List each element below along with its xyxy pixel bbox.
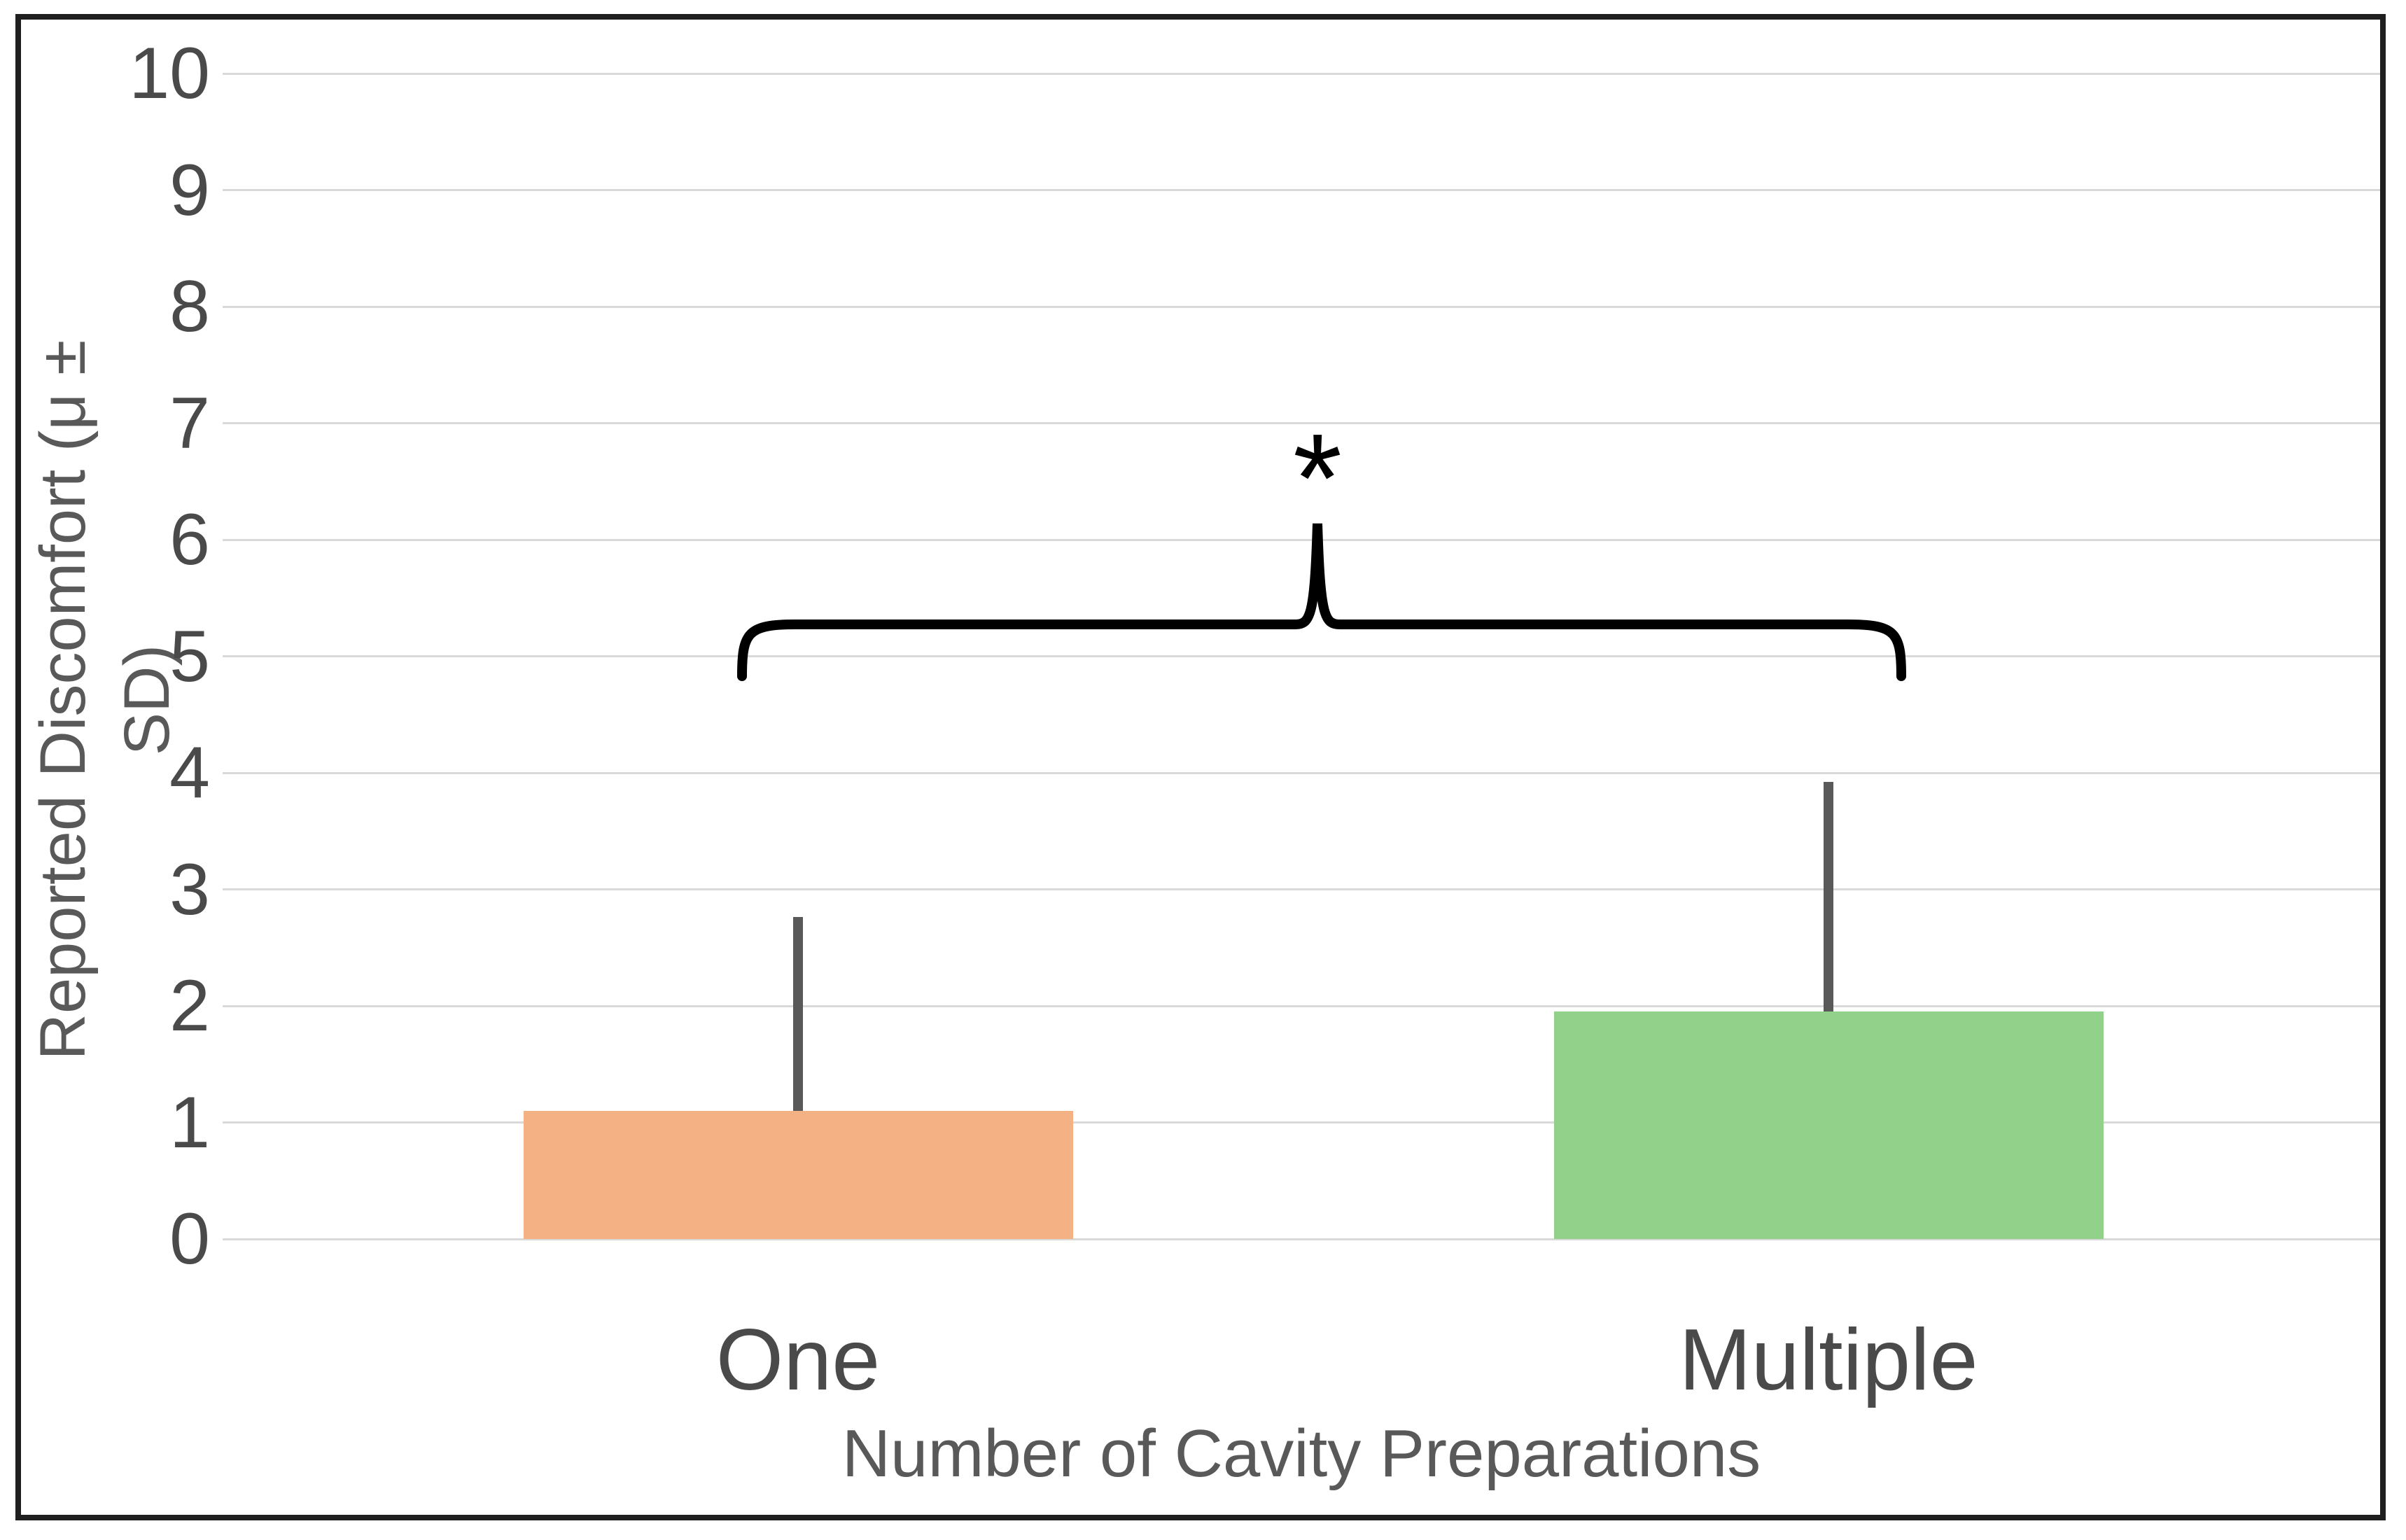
gridline [223,72,2380,75]
y-tick-label: 7 [169,382,210,464]
x-category-label-multiple: Multiple [1679,1312,1978,1408]
y-tick-label: 6 [169,499,210,580]
y-tick-label: 8 [169,266,210,347]
gridline [223,189,2380,191]
y-tick-label: 3 [169,848,210,930]
bar-one [523,1110,1073,1239]
figure-border [15,14,2386,1520]
y-tick-label: 4 [169,732,210,813]
bar-multiple [1553,1011,2104,1239]
y-tick-label: 10 [129,33,210,114]
gridline [223,538,2380,541]
gridline [223,888,2380,890]
y-tick-label: 5 [169,615,210,697]
gridline [223,771,2380,774]
y-tick-label: 0 [169,1198,210,1280]
gridline [223,1004,2380,1007]
error-bar-multiple [1824,782,1833,1012]
gridline [223,1121,2380,1124]
gridline [223,305,2380,308]
gridline [223,1238,2380,1240]
y-tick-label: 9 [169,149,210,231]
gridline [223,422,2380,424]
gridline [223,655,2380,657]
x-category-label-one: One [715,1312,881,1408]
error-bar-one [793,917,803,1111]
y-tick-label: 1 [169,1082,210,1163]
y-tick-label: 2 [169,965,210,1046]
x-axis-title: Number of Cavity Preparations [841,1416,1761,1491]
